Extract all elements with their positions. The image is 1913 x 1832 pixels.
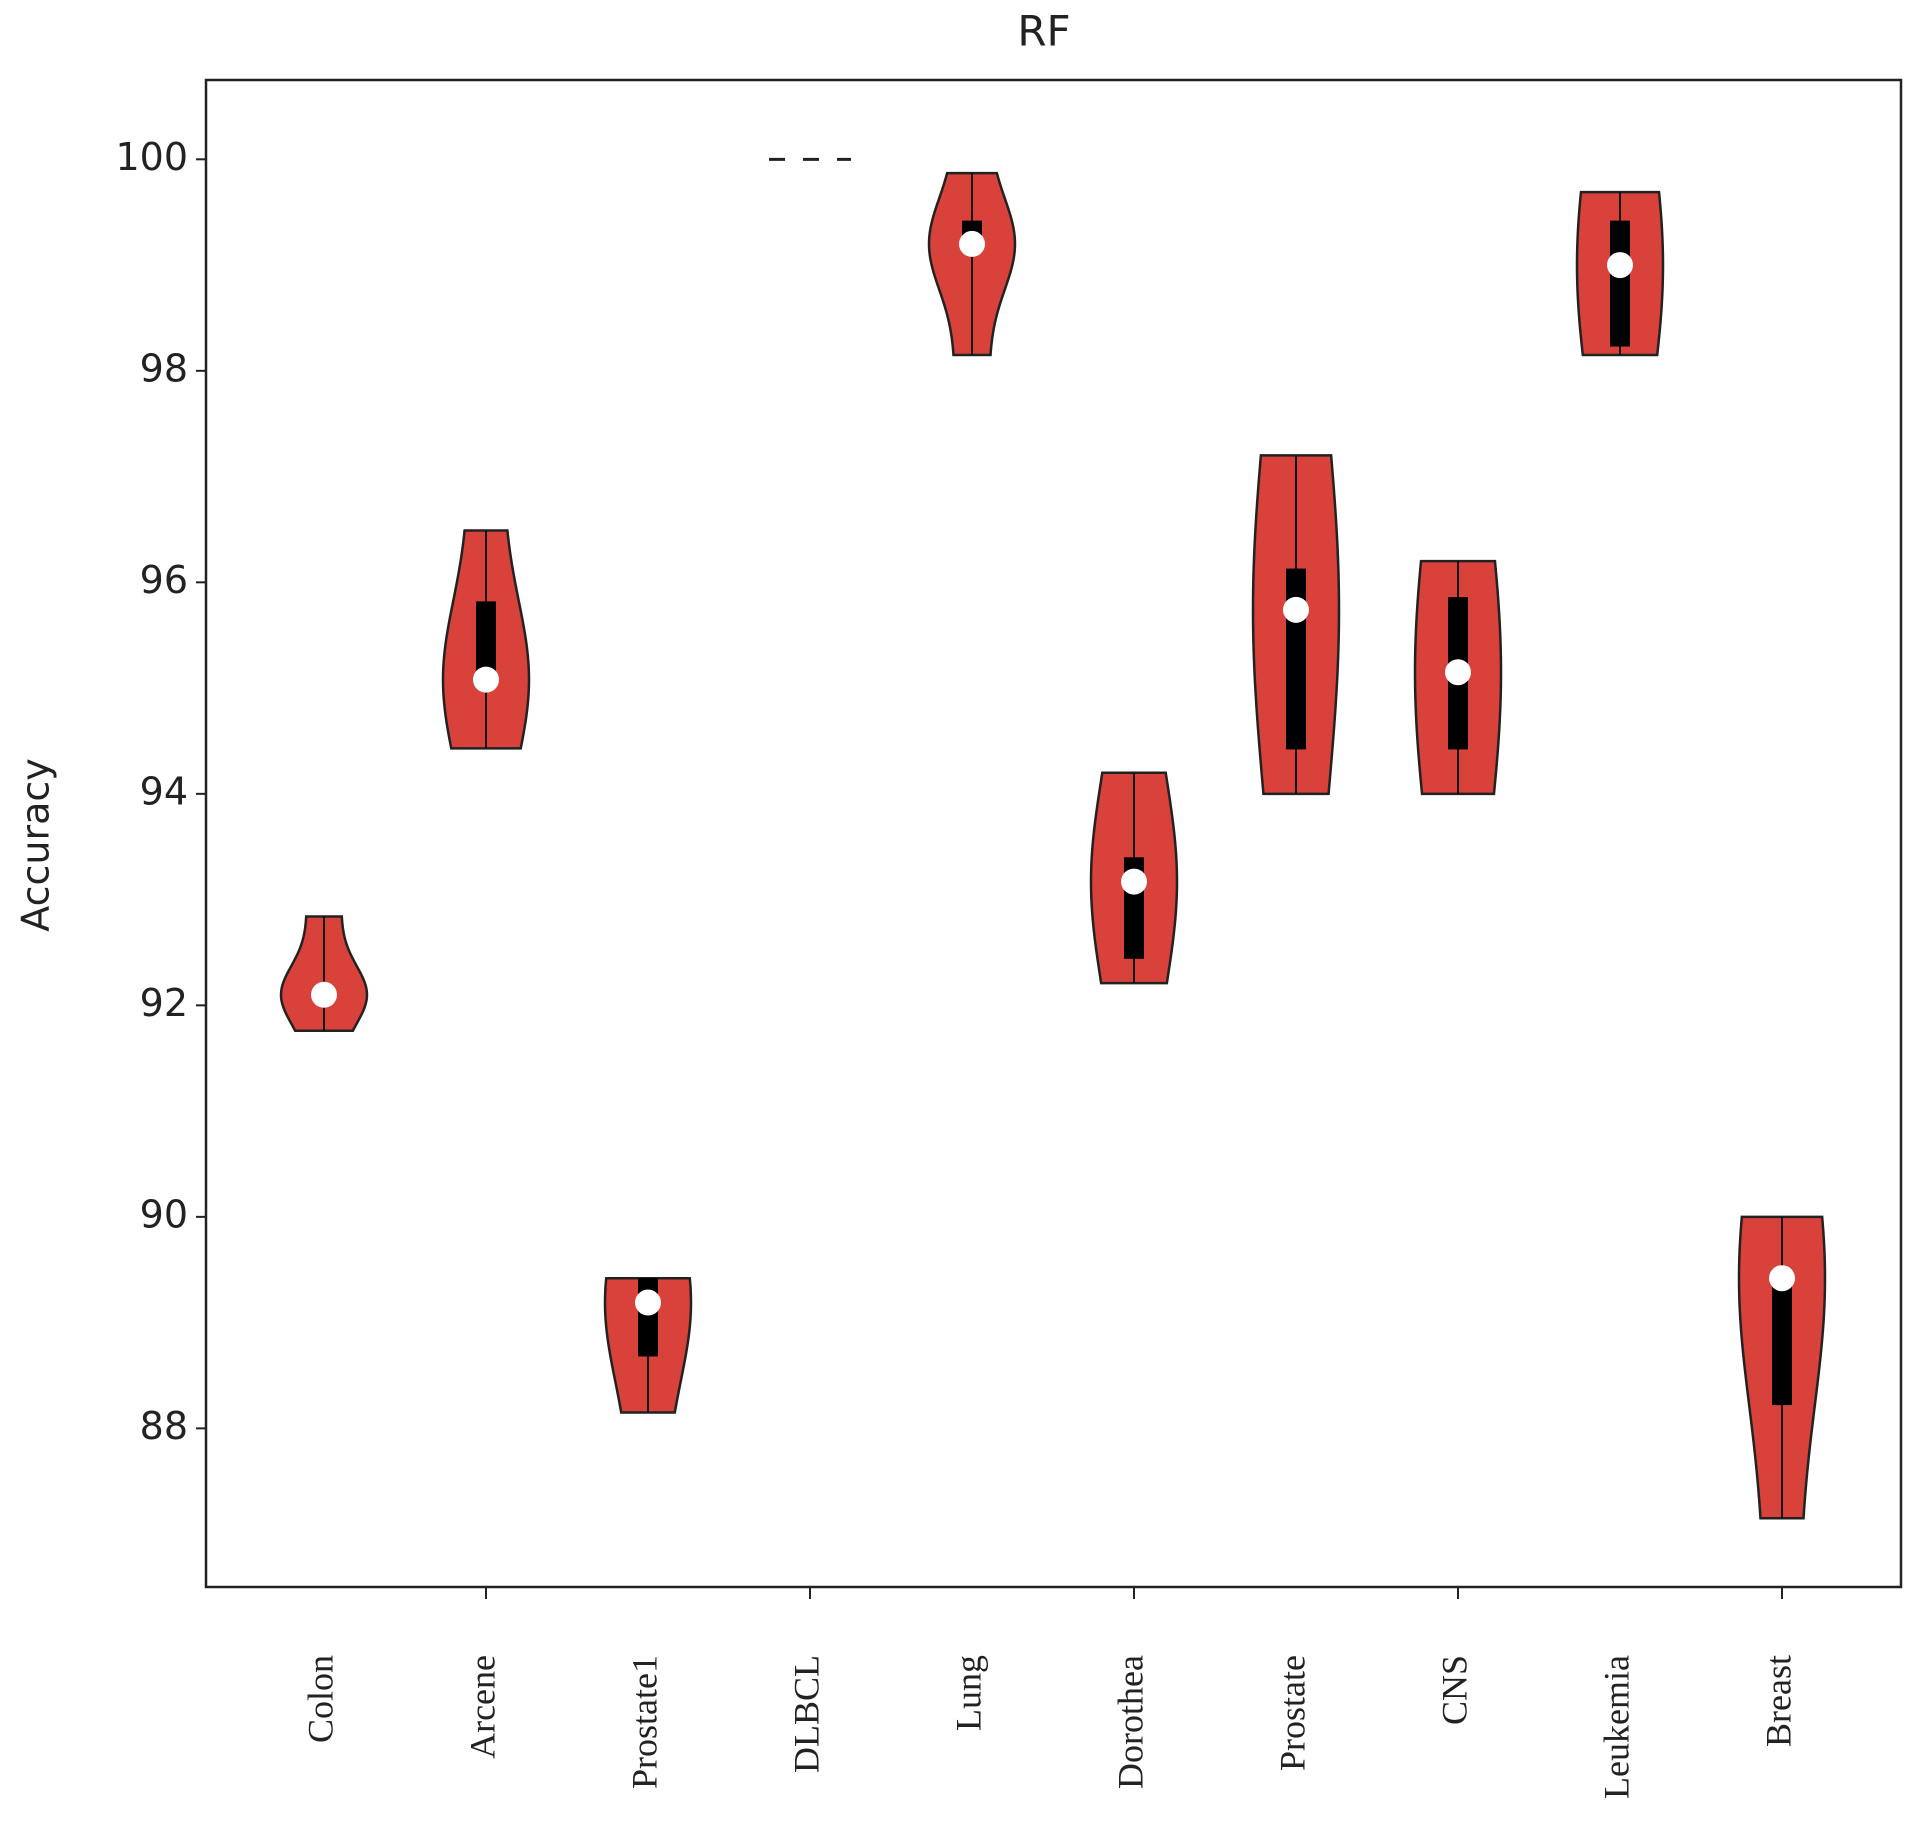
violin-median xyxy=(1445,659,1471,686)
violin-median xyxy=(1607,252,1633,279)
violin-median xyxy=(959,230,985,257)
violin-box xyxy=(1610,220,1630,347)
plot-frame xyxy=(204,78,1903,1589)
x-tick-label: Lung xyxy=(948,1655,988,1731)
violin-median xyxy=(473,666,499,693)
violin-median xyxy=(1121,868,1147,895)
x-tick-label: Breast xyxy=(1758,1655,1798,1747)
y-tick-label: 88 xyxy=(140,1404,188,1448)
x-tick-label: CNS xyxy=(1434,1655,1474,1725)
y-axis-label: Accuracy xyxy=(14,758,58,932)
x-tick-label: Prostate xyxy=(1272,1655,1312,1771)
y-tick-label: 92 xyxy=(140,981,188,1025)
violin-box xyxy=(1286,568,1306,750)
y-tick-label: 94 xyxy=(140,769,188,813)
violin-median xyxy=(635,1289,661,1316)
x-tick-label: DLBCL xyxy=(786,1655,826,1773)
y-tick-label: 90 xyxy=(140,1192,188,1236)
violin-box xyxy=(476,601,496,680)
y-tick-label: 98 xyxy=(140,346,188,390)
x-tick-label: Colon xyxy=(300,1655,340,1743)
y-tick-label: 96 xyxy=(140,558,188,602)
violin-median xyxy=(311,981,337,1008)
x-tick-label: Leukemia xyxy=(1596,1655,1636,1799)
violin-median xyxy=(1283,596,1309,623)
x-tick-label: Prostate1 xyxy=(624,1655,664,1789)
violin-box xyxy=(1772,1278,1792,1406)
chart-title: RF xyxy=(1017,7,1070,56)
x-tick-label: Dorothea xyxy=(1110,1655,1150,1789)
y-tick-label: 100 xyxy=(115,135,188,179)
x-tick-label: Arcene xyxy=(462,1655,502,1759)
violin-median xyxy=(1769,1265,1795,1292)
